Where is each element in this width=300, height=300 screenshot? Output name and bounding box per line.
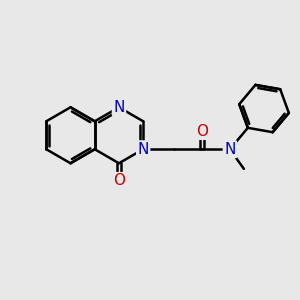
Text: N: N — [113, 100, 124, 115]
Text: O: O — [113, 173, 125, 188]
Text: O: O — [196, 124, 208, 139]
Text: N: N — [137, 142, 149, 157]
Text: N: N — [224, 142, 236, 157]
